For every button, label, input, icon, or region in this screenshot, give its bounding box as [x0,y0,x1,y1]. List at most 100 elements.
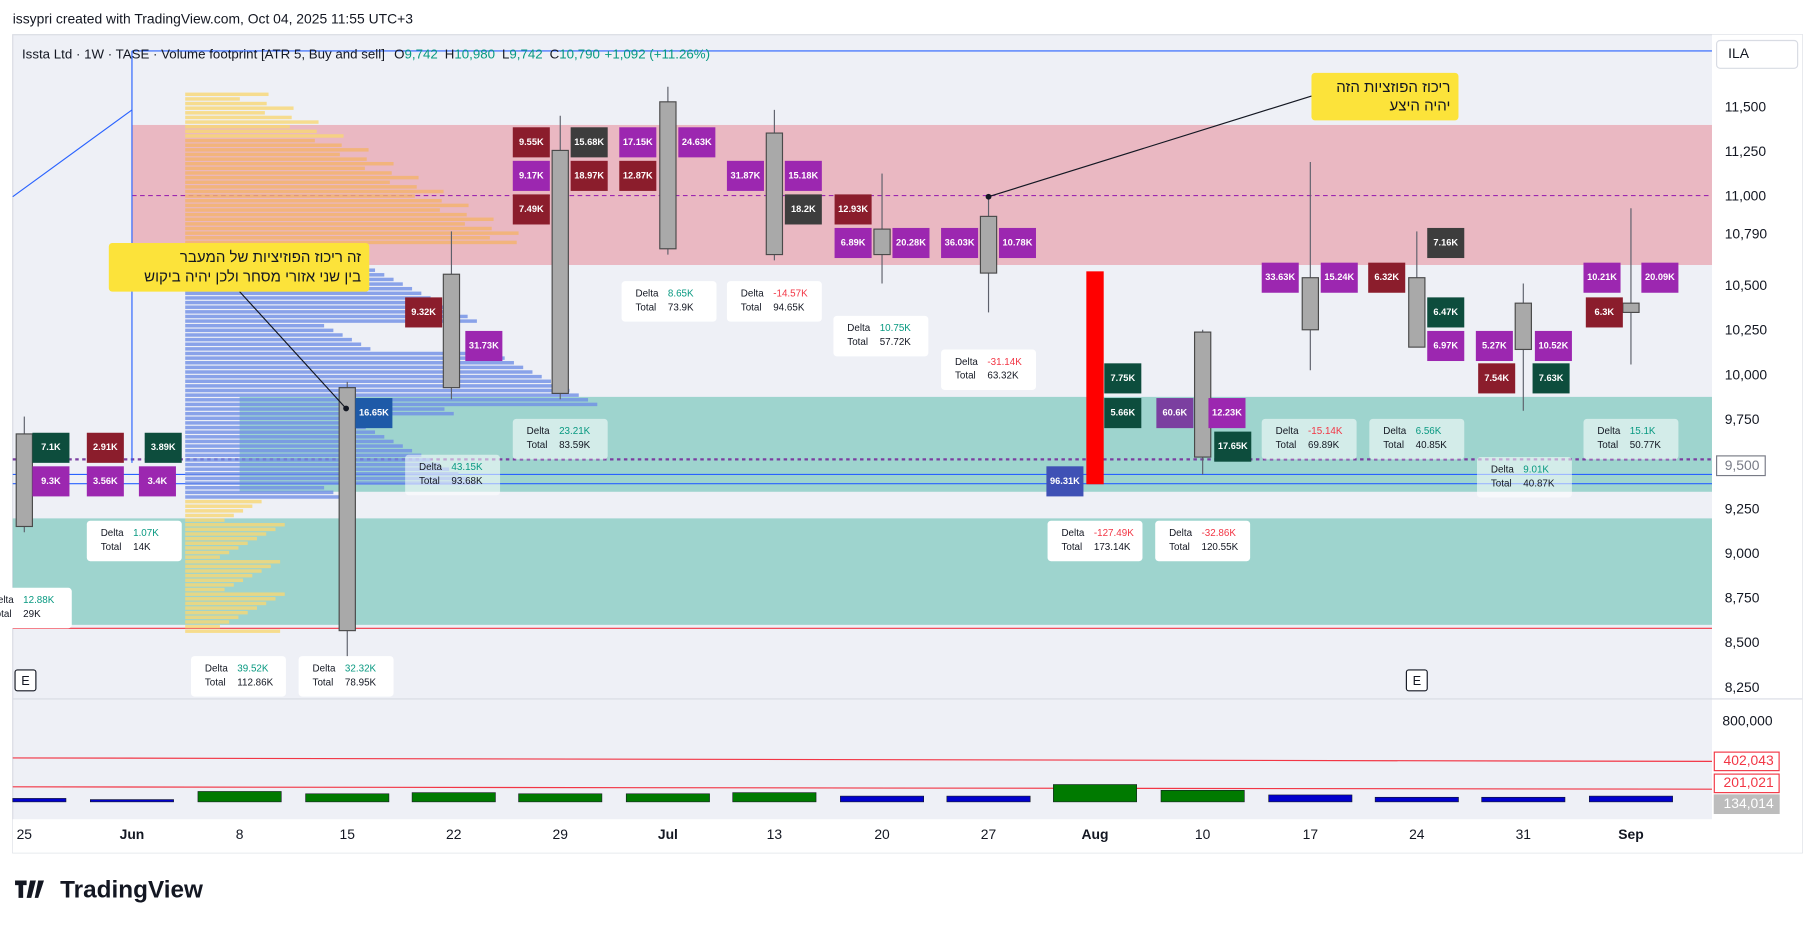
profile-bar [185,527,276,532]
delta-value: -127.49K [1094,528,1134,539]
profile-bar [185,523,285,527]
annotation-text: זה ריכוז הפוזיציות של המעבר [180,249,361,266]
footprint-cell-label: 31.87K [731,170,761,180]
ohlc-value: 10,790 [559,46,600,61]
profile-bar [185,356,505,360]
footprint-cell [834,194,872,225]
volume-bar [518,793,603,803]
profile-bar [185,472,459,476]
profile-bar [185,490,334,495]
profile-bar [185,374,542,379]
delta-box [726,281,822,322]
total-value: 173.14K [1094,542,1131,553]
profile-bar [185,124,290,129]
price-tick: 9,000 [1725,545,1760,561]
profile-bar [185,629,281,633]
volume-bar [1481,796,1566,803]
event-marker[interactable] [14,669,37,692]
footprint-cell [726,160,764,191]
delta-box [941,349,1036,390]
footprint-cell [1478,363,1516,394]
delta-label: Delta [955,357,978,368]
time-tick: 29 [553,826,569,842]
footprint-cell [1156,398,1194,429]
delta-box [1583,418,1679,460]
footprint-cell-label: 7.63K [1539,373,1564,383]
delta-label: Delta [635,288,658,299]
profile-bar [185,541,248,545]
profile-bar [185,310,459,314]
volume-bar [1160,790,1245,803]
volume-badge [1713,751,1780,772]
footprint-cell-label: 20.09K [1645,272,1675,282]
volume-bar [12,798,67,803]
footprint-cell [1104,398,1142,429]
volume-bar [1053,784,1137,803]
total-value: 93.68K [451,476,483,487]
profile-bar [185,560,281,564]
profile-bar [185,351,496,356]
footprint-cell [678,127,716,158]
delta-label: Delta [1597,426,1620,437]
footprint-cell-label: 12.87K [623,170,653,180]
profile-bar [185,134,344,138]
delta-value: 15.1K [1630,426,1656,437]
ohlc-key: L [502,46,509,61]
profile-bar [185,337,352,342]
profile-bar [185,499,262,504]
footprint-cell [1583,262,1621,293]
volume-bar [625,793,710,803]
footprint-cell [892,227,930,259]
currency-button[interactable] [1716,39,1799,69]
footprint-cell-label: 12.23K [1212,408,1242,418]
profile-bar [185,421,357,425]
delta-label: Delta [527,426,550,437]
footprint-cell-label: 20.28K [896,237,926,247]
footprint-cell-label: 3.4K [148,476,168,486]
footprint-cell-label: 6.3K [1595,307,1615,317]
currency[interactable]: ILA [1728,45,1750,61]
price-marker: 9,500 [1725,457,1760,473]
footprint-cell-label: 5.27K [1482,340,1507,350]
profile-bar [185,222,465,226]
annotation-text: בין שני אזורי מסחר ולכן יהיה ביקוש [144,269,361,286]
footprint-cell-label: 36.03K [945,237,975,247]
price-tick: 10,250 [1725,322,1768,338]
price-tick: 11,000 [1725,188,1767,204]
profile-bar [185,592,285,596]
profile-bar [185,481,477,485]
footprint-cell [1427,330,1465,362]
total-value: 29K [23,609,41,620]
profile-bar [185,407,445,411]
total-label: Total [847,337,868,348]
delta-box [1047,520,1143,562]
candle-body [1408,277,1426,348]
delta-value: 43.15K [451,462,483,473]
profile-bar [185,240,517,245]
profile-bar [185,185,417,189]
delta-value: -15.14K [1308,426,1343,437]
candle-body [873,228,891,256]
footprint-cell-label: 15.24K [1324,272,1354,282]
volume-badge [1713,794,1780,815]
footprint-cell-label: 17.65K [1218,441,1248,451]
profile-bar [185,606,257,610]
profile-bar [185,425,366,430]
candle-body [659,101,677,250]
candle-body [338,387,356,632]
delta-box [1261,418,1357,460]
event-marker-label[interactable]: E [21,673,29,688]
footprint-cell-label: 7.1K [41,442,61,452]
volume-bar [732,792,817,803]
total-value: 78.95K [345,677,377,688]
time-tick: Jun [120,826,145,842]
profile-bar [185,550,230,555]
profile-bar [185,180,390,184]
footprint-cell-label: 96.31K [1050,476,1080,486]
footprint-cell-label: 24.63K [682,137,712,147]
event-marker-label[interactable]: E [1413,673,1421,688]
trend-line [12,109,133,198]
time-tick: 31 [1516,826,1532,842]
event-marker[interactable] [1405,669,1428,692]
